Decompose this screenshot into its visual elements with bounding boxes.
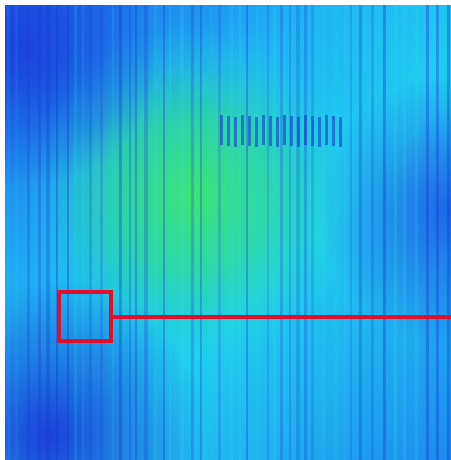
stripe [296,5,300,460]
roi-leader-line [113,315,451,319]
heatmap-image [5,5,451,460]
stripe [394,5,397,460]
stripe [230,5,233,460]
heatmap-stripes [7,5,450,460]
dark-band-segment [297,117,300,147]
stripe [289,5,291,460]
dark-band-segment [283,115,286,145]
stripe [322,5,325,460]
stripe [154,5,157,460]
stripe [350,5,352,460]
stripe [82,5,84,460]
stripe [246,5,248,460]
stripe [74,5,77,460]
stripe [311,5,314,460]
stripe [210,5,212,460]
dark-band-segment [304,115,307,145]
dark-band-segment [311,116,314,146]
stripe [200,5,202,460]
stripe [144,5,148,460]
dark-band-segment [318,117,321,147]
dark-band-segment [220,115,223,145]
stripe [129,5,131,460]
stripe [436,5,439,460]
dark-band-segment [227,116,230,146]
dark-band-segment [276,117,279,147]
stripe [415,5,418,460]
dark-band-segment [248,116,251,146]
stripe [56,5,58,460]
stripe [169,5,171,460]
stripe [426,5,429,460]
stripe [383,5,386,460]
stripe [447,5,450,460]
stripe [46,5,50,460]
stripe [100,5,103,460]
stripe [112,5,114,460]
stripe [27,5,30,460]
dark-band-segment [255,117,258,147]
dark-band-segment [234,117,237,147]
dark-band-segment [325,115,328,145]
stripe [304,5,307,460]
dark-band-segment [290,116,293,146]
dark-band-segment [339,117,342,147]
stripe [67,5,69,460]
stripe [89,5,92,460]
stripe [180,5,184,460]
stripe [267,5,269,460]
stripe [334,5,338,460]
dark-band-segment [241,115,244,145]
stripe [38,5,41,460]
stripe [15,5,18,460]
heatmap-dark-band [220,115,342,147]
stripe [273,5,276,460]
dark-band-segment [262,115,265,145]
stripe [218,5,221,460]
stripe [280,5,283,460]
stripe [135,5,137,460]
stripe [7,5,10,460]
stripe [119,5,122,460]
dark-band-segment [332,116,335,146]
stripe [403,5,406,460]
stripe [359,5,362,460]
heatmap-blue-right [5,5,451,460]
heatmap-svg [5,5,451,460]
stripe [371,5,374,460]
stripe [239,5,241,460]
dark-band-segment [269,116,272,146]
roi-box [57,290,113,343]
stripe [344,5,346,460]
stripe [256,5,259,460]
stripe [163,5,165,460]
stripe [191,5,194,460]
